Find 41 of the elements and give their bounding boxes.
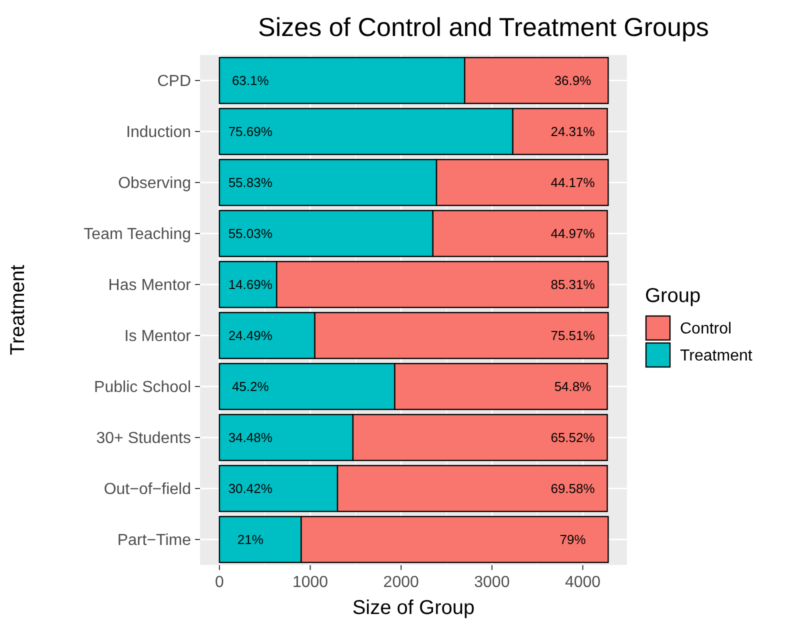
y-tick-label: Has Mentor <box>108 277 192 294</box>
annotation: 75.51% <box>550 328 596 344</box>
annotation: 85.31% <box>550 277 596 292</box>
annotation: 45.2% <box>232 379 270 394</box>
y-tick-label: Observing <box>118 175 191 192</box>
annotation: 79% <box>560 532 586 548</box>
annotation: 75.69% <box>228 124 273 140</box>
annotation: 55.03% <box>228 226 273 242</box>
annotation: 14.69% <box>228 277 273 292</box>
x-tick-label: 3000 <box>474 574 510 591</box>
annotation: 21% <box>237 532 264 548</box>
legend-label: Control <box>680 320 732 338</box>
annotation: 44.97% <box>550 226 596 242</box>
annotation: 65.52% <box>550 430 596 446</box>
annotation: 55.83% <box>228 175 273 190</box>
y-tick-label: Induction <box>126 124 191 142</box>
annotation: 36.9% <box>554 73 592 88</box>
annotation: 34.48% <box>228 430 273 446</box>
y-tick-label: Team Teaching <box>84 226 191 244</box>
legend-title: Group <box>645 285 701 307</box>
x-tick-label: 4000 <box>564 574 601 591</box>
annotation: 30.42% <box>228 481 273 496</box>
x-axis-title: Size of Group <box>352 597 475 619</box>
y-tick-label: 30+ Students <box>96 430 191 448</box>
annotation: 24.31% <box>550 124 596 140</box>
annotation: 44.17% <box>550 175 596 190</box>
annotation: 54.8% <box>554 379 592 394</box>
chart-title: Sizes of Control and Treatment Groups <box>258 12 709 42</box>
y-tick-label: Public School <box>94 379 191 396</box>
annotation: 24.49% <box>228 328 273 344</box>
x-tick-label: 1000 <box>292 574 328 591</box>
y-tick-label: Part−Time <box>117 532 192 550</box>
legend-label: Treatment <box>680 348 753 365</box>
y-tick-label: CPD <box>157 73 191 90</box>
y-axis-title: Treatment <box>7 264 29 356</box>
x-tick-label: 2000 <box>383 574 419 591</box>
annotation: 69.58% <box>550 481 596 496</box>
y-tick-label: Out−of−field <box>104 481 191 498</box>
y-tick-label: Is Mentor <box>124 328 192 346</box>
x-tick-label: 0 <box>214 574 224 591</box>
annotation: 63.1% <box>232 73 270 88</box>
